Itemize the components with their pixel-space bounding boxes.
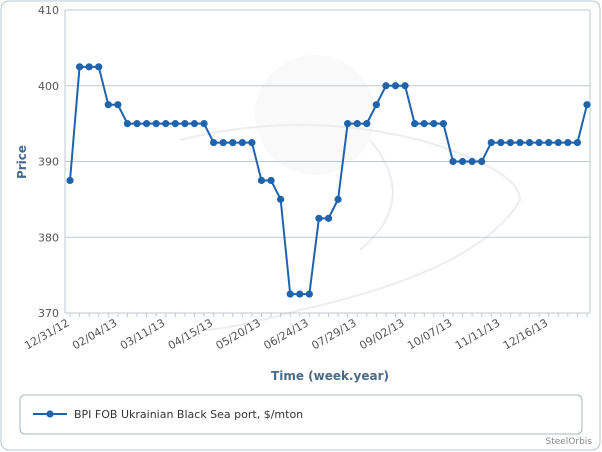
data-point [181,120,189,128]
data-point [363,120,371,128]
legend-marker [46,410,54,418]
data-point [468,157,476,166]
data-point [219,138,227,147]
y-tick-label: 390 [38,156,59,169]
data-point [66,176,74,185]
data-point [583,101,591,109]
data-point [324,214,333,222]
data-point [487,138,495,147]
legend-box [19,394,583,435]
data-point [104,101,112,109]
data-point [229,138,237,147]
legend-label: BPI FOB Ukrainian Black Sea port, $/mton [74,408,303,421]
y-tick-label: 370 [38,307,59,320]
data-point [95,63,103,71]
data-point [411,120,419,128]
data-point [133,120,141,128]
data-point [353,120,361,128]
y-tick-label: 400 [38,80,59,93]
y-tick-label: 380 [38,231,59,244]
data-point [430,120,438,128]
data-point [516,138,524,147]
data-point [382,82,390,90]
data-point [171,120,179,128]
data-point [439,120,447,128]
data-point [75,63,84,71]
data-point [114,101,122,109]
data-point [506,138,515,147]
data-point [391,82,400,90]
data-point [334,195,342,203]
y-tick-label: 410 [38,4,59,17]
data-point [564,138,572,147]
data-point [305,290,313,298]
data-point [478,157,486,166]
data-point [545,138,553,147]
data-point [123,120,132,128]
data-point [458,157,467,166]
data-point [267,176,275,185]
data-point [162,120,170,128]
data-point [401,82,409,90]
data-point [497,138,505,147]
data-point [535,138,543,147]
data-point [190,120,199,128]
data-point [238,138,246,147]
data-point [248,138,256,147]
y-axis-title: Price [15,145,29,179]
data-point [142,120,151,128]
data-point [210,138,218,147]
data-point [257,176,266,185]
data-point [449,157,457,166]
data-point [277,195,285,203]
data-point [525,138,534,147]
data-point [200,120,208,128]
data-point [554,138,562,147]
data-point [296,290,304,298]
data-point [85,63,93,71]
data-point [420,120,428,128]
x-axis-title: Time (week.year) [271,369,389,383]
data-point [152,120,160,128]
data-point [372,101,380,109]
data-point [315,214,323,222]
data-point [286,290,294,298]
data-point [573,138,582,147]
data-point [344,120,352,128]
watermark: SteelOrbis [545,437,592,447]
